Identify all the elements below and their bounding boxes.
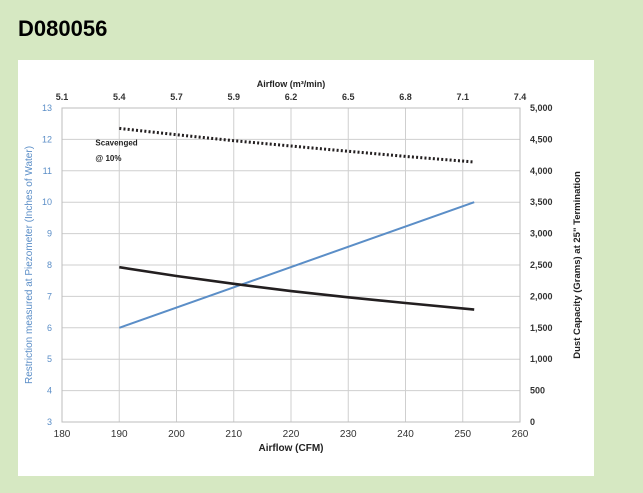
chart-area: 180 190 200 210 220 230 240 250 260 5.1 5.4 5.7 5.9 6…	[18, 60, 594, 476]
y-right-tick-label: 1,000	[530, 354, 553, 364]
x-tick-label: 260	[512, 429, 529, 440]
plot-frame	[61, 107, 521, 423]
x-top-axis-title: Airflow (m³/min)	[257, 79, 326, 89]
x-top-tick-label: 5.1	[56, 92, 69, 102]
airflow-chart: 180 190 200 210 220 230 240 250 260 5.1 5.4 5.7 5.9 6…	[24, 79, 583, 454]
y-right-tick-label: 3,500	[530, 197, 553, 207]
y-right-tick-label: 4,500	[530, 134, 553, 144]
x-top-tick-label: 6.5	[342, 92, 355, 102]
y-right-tick-label: 5,000	[530, 103, 553, 113]
y-right-tick-label: 2,000	[530, 291, 553, 301]
x-top-tick-label: 5.7	[170, 92, 183, 102]
y-left-tick-label: 7	[47, 291, 52, 301]
x-top-tick-label: 6.2	[285, 92, 298, 102]
x-tick-label: 200	[168, 429, 185, 440]
x-top-tick-label: 6.8	[399, 92, 412, 102]
y-left-tick-label: 12	[42, 134, 52, 144]
x-tick-label: 230	[340, 429, 357, 440]
y-left-tick-label: 4	[47, 386, 52, 396]
y-left-axis-title: Restriction measured at Piezometer (Inch…	[24, 146, 35, 384]
x-tick-label: 210	[225, 429, 242, 440]
y-right-tick-label: 2,500	[530, 260, 553, 270]
x-tick-label: 190	[111, 429, 128, 440]
x-tick-label: 250	[454, 429, 471, 440]
x-tick-label: 220	[283, 429, 300, 440]
y-left-tick-label: 5	[47, 354, 52, 364]
y-right-tick-label: 500	[530, 386, 545, 396]
y-left-tick-label: 9	[47, 229, 52, 239]
restriction-series-line	[118, 201, 475, 329]
scavenged-annotation: @ 10%	[95, 154, 121, 163]
y-right-tick-label: 0	[530, 417, 535, 427]
x-top-tick-label: 7.1	[456, 92, 469, 102]
x-top-tick-label: 7.4	[514, 92, 527, 102]
scavenged-series-line	[119, 126, 475, 164]
x-tick-label: 240	[397, 429, 414, 440]
x-axis-title: Airflow (CFM)	[259, 443, 324, 454]
y-right-axis-title: Dust Capacity (Grams) at 25" Termination	[572, 171, 583, 359]
y-right-tick-label: 3,000	[530, 229, 553, 239]
scavenged-annotation: Scavenged	[95, 139, 137, 148]
y-right-tick-label: 4,000	[530, 166, 553, 176]
y-left-tick-label: 8	[47, 260, 52, 270]
dust-capacity-series-line	[119, 265, 475, 311]
y-left-tick-label: 6	[47, 323, 52, 333]
y-left-tick-label: 11	[43, 166, 52, 176]
part-number-title: D080056	[18, 16, 108, 41]
x-top-tick-label: 5.4	[113, 92, 126, 102]
y-left-tick-label: 3	[47, 417, 52, 427]
x-tick-label: 180	[54, 429, 71, 440]
x-top-tick-label: 5.9	[227, 92, 240, 102]
y-left-tick-label: 10	[42, 197, 52, 207]
y-left-tick-label: 13	[42, 103, 52, 113]
y-right-tick-label: 1,500	[530, 323, 553, 333]
